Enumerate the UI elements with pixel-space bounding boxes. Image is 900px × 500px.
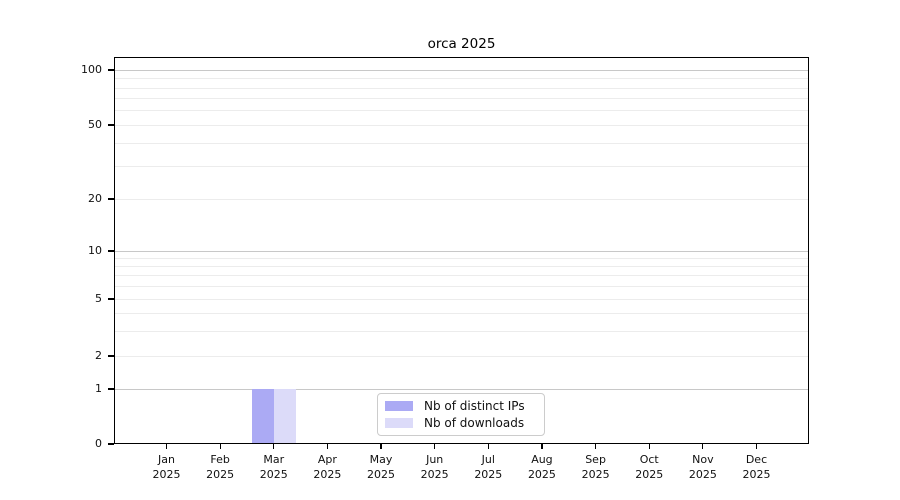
x-tick-label: Sep 2025 — [581, 453, 610, 481]
y-tick-mark — [108, 198, 114, 200]
x-tick-label: Mar 2025 — [259, 453, 288, 481]
y-tick-label: 0 — [95, 437, 102, 450]
y-gridline-minor — [115, 275, 808, 277]
y-tick-label: 100 — [81, 63, 102, 76]
x-tick-mark — [702, 444, 704, 449]
legend-label: Nb of downloads — [424, 416, 525, 430]
y-tick-mark — [108, 388, 114, 390]
y-gridline — [115, 69, 808, 71]
y-tick-label: 1 — [95, 382, 102, 395]
plot-area — [114, 57, 809, 444]
x-tick-label: Nov 2025 — [688, 453, 717, 481]
y-gridline-minor — [115, 87, 808, 89]
y-tick-label: 5 — [95, 292, 102, 305]
y-gridline — [115, 124, 808, 126]
x-tick-mark — [648, 444, 650, 449]
y-gridline — [115, 198, 808, 200]
y-tick-label: 50 — [88, 118, 102, 131]
x-tick-mark — [273, 444, 275, 449]
x-tick-label: May 2025 — [367, 453, 396, 481]
x-tick-mark — [380, 444, 382, 449]
y-tick-mark — [108, 250, 114, 252]
legend: Nb of distinct IPs Nb of downloads — [377, 393, 545, 436]
chart-title: orca 2025 — [427, 36, 496, 52]
y-gridline-minor — [115, 312, 808, 314]
y-tick-mark — [108, 355, 114, 357]
y-gridline-minor — [115, 166, 808, 168]
x-tick-label: Jul 2025 — [474, 453, 503, 481]
x-tick-mark — [594, 444, 597, 449]
y-gridline-minor — [115, 98, 808, 100]
bar-nb-of-distinct-ips — [251, 388, 274, 443]
y-tick-mark — [108, 124, 114, 126]
y-gridline-minor — [115, 78, 808, 80]
y-gridline-minor — [115, 330, 808, 332]
legend-swatch — [385, 418, 413, 428]
x-tick-label: Feb 2025 — [206, 453, 235, 481]
x-tick-mark — [487, 444, 489, 449]
y-gridline — [115, 250, 808, 252]
y-gridline — [115, 298, 808, 300]
x-tick-label: Jan 2025 — [152, 453, 181, 481]
x-tick-mark — [326, 444, 328, 449]
x-tick-label: Dec 2025 — [742, 453, 771, 481]
y-gridline — [115, 388, 808, 390]
legend-row: Nb of distinct IPs — [385, 399, 544, 413]
bar-nb-of-downloads — [273, 388, 296, 443]
y-tick-mark — [108, 69, 114, 71]
x-tick-mark — [165, 444, 168, 449]
legend-label: Nb of distinct IPs — [424, 399, 525, 413]
x-tick-label: Oct 2025 — [635, 453, 664, 481]
x-tick-label: Aug 2025 — [527, 453, 556, 481]
x-tick-label: Apr 2025 — [313, 453, 342, 481]
y-tick-label: 2 — [95, 349, 102, 362]
y-tick-mark — [108, 443, 114, 445]
legend-swatch — [385, 401, 413, 411]
x-tick-mark — [219, 444, 221, 449]
y-gridline-minor — [115, 286, 808, 288]
y-gridline-minor — [115, 142, 808, 144]
y-gridline-minor — [115, 110, 808, 112]
y-tick-mark — [108, 298, 114, 300]
y-gridline — [115, 355, 808, 357]
x-tick-mark — [434, 444, 436, 449]
y-gridline-minor — [115, 258, 808, 260]
x-tick-mark — [541, 444, 543, 449]
x-tick-label: Jun 2025 — [420, 453, 449, 481]
x-tick-mark — [755, 444, 758, 449]
legend-row: Nb of downloads — [385, 416, 544, 430]
y-tick-label: 20 — [88, 192, 102, 205]
y-tick-label: 10 — [88, 244, 102, 257]
y-gridline-minor — [115, 266, 808, 268]
